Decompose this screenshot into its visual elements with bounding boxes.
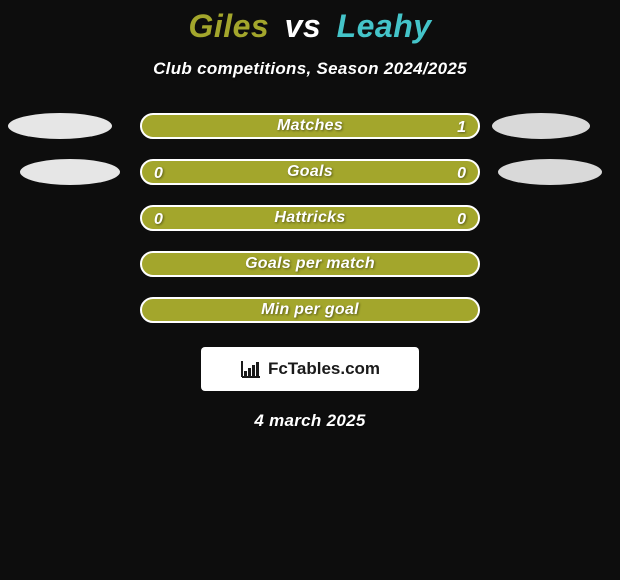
stat-label: Matches [142, 117, 478, 135]
stat-value-left: 0 [142, 161, 175, 187]
page-title: Giles vs Leahy [0, 8, 620, 45]
decor-oval-right [492, 113, 590, 139]
title-player2: Leahy [337, 8, 432, 44]
stat-label: Goals [142, 163, 478, 181]
stat-bar: 0Goals0 [140, 159, 480, 185]
stat-value-left [142, 299, 166, 325]
stat-label: Hattricks [142, 209, 478, 227]
chart-icon [240, 359, 262, 379]
stat-bar: 0Hattricks0 [140, 205, 480, 231]
stat-rows: Matches10Goals00Hattricks0Goals per matc… [0, 113, 620, 343]
stat-row: 0Goals0 [0, 159, 620, 205]
stat-row: Min per goal [0, 297, 620, 343]
stat-label: Goals per match [142, 255, 478, 273]
decor-oval-left [8, 113, 112, 139]
stat-row: Matches1 [0, 113, 620, 159]
date: 4 march 2025 [0, 411, 620, 431]
stat-value-right: 1 [445, 115, 478, 141]
title-player1: Giles [188, 8, 269, 44]
subtitle: Club competitions, Season 2024/2025 [0, 59, 620, 79]
stat-value-right: 0 [445, 161, 478, 187]
stat-label: Min per goal [142, 301, 478, 319]
stat-row: Goals per match [0, 251, 620, 297]
decor-oval-right [498, 159, 602, 185]
watermark: FcTables.com [201, 347, 419, 391]
stat-value-right [454, 299, 478, 325]
title-vs: vs [285, 8, 322, 44]
stat-bar: Matches1 [140, 113, 480, 139]
decor-oval-left [20, 159, 120, 185]
stat-bar: Min per goal [140, 297, 480, 323]
stat-value-left [142, 115, 166, 141]
stat-value-left [142, 253, 166, 279]
stat-bar: Goals per match [140, 251, 480, 277]
comparison-card: Giles vs Leahy Club competitions, Season… [0, 0, 620, 580]
stat-value-left: 0 [142, 207, 175, 233]
stat-value-right: 0 [445, 207, 478, 233]
watermark-text: FcTables.com [268, 359, 380, 379]
stat-row: 0Hattricks0 [0, 205, 620, 251]
stat-value-right [454, 253, 478, 279]
